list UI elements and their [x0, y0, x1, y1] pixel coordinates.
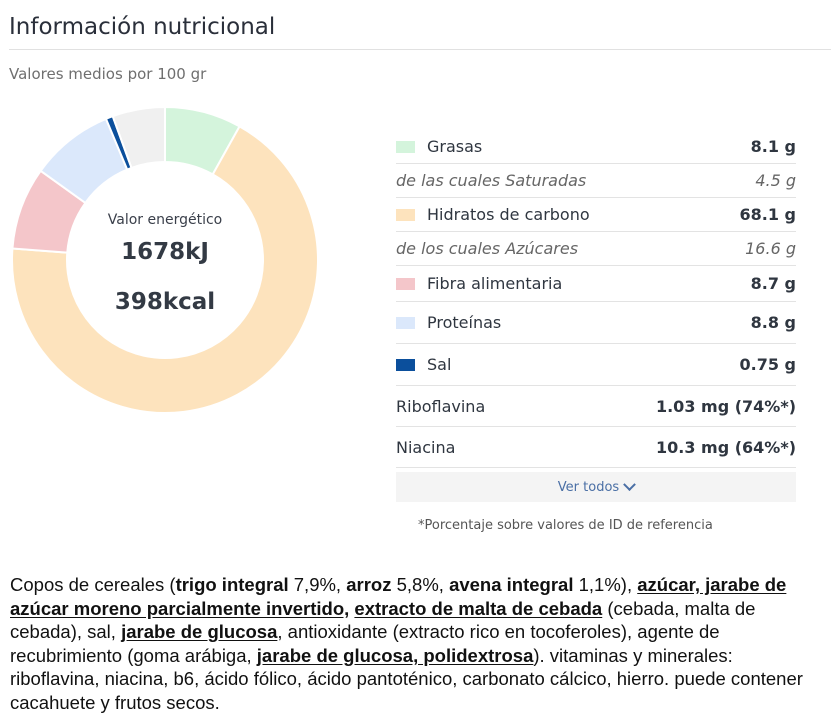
nutrient-value: 4.5 g — [755, 171, 796, 190]
nutrient-swatch — [396, 316, 415, 329]
nutrient-row-left: Sal — [396, 355, 451, 374]
nutrient-value: 8.8 g — [750, 313, 796, 332]
nutrient-row: Riboflavina 1.03 mg (74%*) — [396, 386, 796, 427]
nutrient-row-left: Grasas — [396, 137, 482, 156]
nutrient-row-left: Riboflavina — [396, 397, 485, 416]
ingredient-segment: azúcar, jarabe de azúcar moreno parcialm… — [10, 574, 787, 619]
nutrient-name: Proteínas — [427, 313, 502, 332]
nutrient-swatch — [396, 277, 415, 290]
ingredient-segment: jarabe de glucosa, polidextrosa — [256, 644, 534, 666]
ingredients-text: Copos de cereales (trigo integral 7,9%, … — [10, 573, 822, 715]
nutrient-row: de las cuales Saturadas 4.5 g — [396, 164, 796, 198]
nutrient-row-left: Fibra alimentaria — [396, 274, 562, 293]
nutrient-value: 1.03 mg (74%*) — [655, 396, 796, 416]
nutrient-name: Sal — [427, 355, 452, 374]
ingredient-segment: arroz — [346, 574, 392, 595]
ingredient-segment: , antioxidante (extracto rico en tocofer… — [10, 621, 720, 666]
nutrient-row-left: Niacina — [396, 438, 455, 457]
energy-kj: 1678kJ — [121, 239, 209, 265]
nutrient-name: Hidratos de carbono — [427, 205, 590, 224]
title-divider — [9, 49, 831, 50]
chevron-down-icon — [623, 477, 637, 491]
ver-todos-label: Ver todos — [557, 479, 620, 495]
nutrient-row: Fibra alimentaria 8.7 g — [396, 266, 796, 302]
ingredient-segment: 5,8%, — [391, 574, 450, 595]
nutrient-row: Niacina 10.3 mg (64%*) — [396, 427, 796, 468]
ingredient-segment: 7,9%, — [288, 574, 347, 595]
nutrient-row-left: de las cuales Saturadas — [396, 171, 586, 190]
nutrient-value: 0.75 g — [739, 355, 797, 374]
nutrient-name: Grasas — [427, 137, 483, 156]
nutrient-swatch — [396, 208, 415, 221]
page-title: Información nutricional — [9, 14, 276, 40]
nutrition-donut-chart — [11, 105, 319, 414]
nutrient-swatch — [396, 140, 415, 153]
nutrient-value: 68.1 g — [739, 205, 797, 224]
energy-kcal: 398kcal — [114, 289, 216, 315]
nutrient-table: Grasas 8.1 g de las cuales Saturadas 4.5 g H… — [396, 130, 796, 468]
footnote: *Porcentaje sobre valores de ID de refer… — [418, 518, 713, 533]
nutrient-value: 8.7 g — [750, 274, 796, 293]
nutrient-row: Sal 0.75 g — [396, 344, 796, 386]
ingredient-segment: 1,1%), — [573, 574, 638, 595]
nutrient-name: de las cuales Saturadas — [396, 171, 587, 190]
nutrient-name: Riboflavina — [396, 396, 486, 416]
ingredient-segment: (cebada, malta de cebada), sal, — [10, 597, 756, 643]
ver-todos-button[interactable]: Ver todos — [396, 472, 796, 502]
nutrient-row: Proteínas 8.8 g — [396, 302, 796, 344]
ingredient-segment: trigo integral — [175, 574, 289, 595]
page-subtitle: Valores medios por 100 gr — [9, 65, 207, 83]
nutrient-swatch — [396, 358, 415, 371]
ingredient-segment: extracto de malta de cebada — [354, 597, 603, 619]
ingredient-segment: jarabe de glucosa — [121, 621, 278, 643]
nutrient-value: 10.3 mg (64%*) — [655, 437, 796, 457]
donut-slice-remainder — [111, 105, 166, 170]
nutrient-row: Grasas 8.1 g — [396, 130, 796, 164]
nutrient-row: Hidratos de carbono 68.1 g — [396, 198, 796, 232]
nutrient-name: de los cuales Azúcares — [396, 239, 579, 258]
ingredient-segment: Copos de cereales ( — [10, 574, 176, 595]
nutrient-value: 8.1 g — [750, 137, 796, 156]
ingredient-segment: ). vitaminas y minerales: riboflavina, n… — [10, 644, 803, 713]
nutrient-row-left: Proteínas — [396, 313, 501, 332]
donut-slice-hidratos-de-carbono — [11, 125, 319, 414]
energy-label: Valor energético — [107, 212, 223, 228]
ingredient-segment: avena integral — [449, 574, 574, 595]
nutrient-value: 16.6 g — [745, 239, 796, 258]
nutrient-name: Fibra alimentaria — [427, 274, 563, 293]
nutrient-row: de los cuales Azúcares 16.6 g — [396, 232, 796, 266]
nutrient-name: Niacina — [396, 437, 456, 457]
nutrient-row-left: de los cuales Azúcares — [396, 239, 578, 258]
nutrient-row-left: Hidratos de carbono — [396, 205, 590, 224]
